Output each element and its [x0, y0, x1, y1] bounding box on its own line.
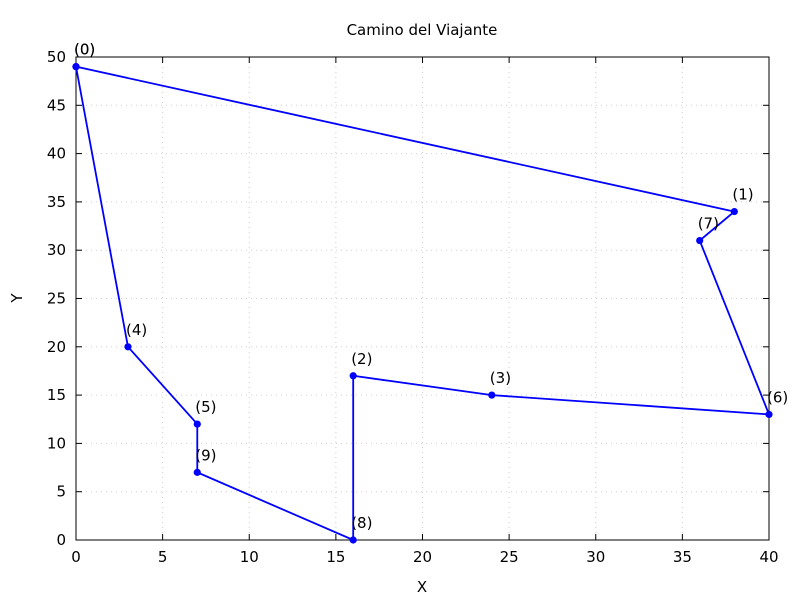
grid [76, 57, 769, 540]
point-label: (4) [126, 321, 147, 339]
x-tick-label: 0 [71, 548, 81, 566]
point-label: (7) [698, 215, 719, 233]
route-point [349, 372, 357, 380]
x-tick-label: 25 [500, 548, 519, 566]
y-axis-title: Y [8, 293, 26, 304]
point-label: (0) [74, 41, 95, 59]
point-labels: (0)(4)(5)(9)(8)(2)(3)(6)(7)(1)(0) [74, 41, 788, 532]
point-label: (0) [74, 41, 95, 59]
y-tick-label: 20 [47, 338, 66, 356]
route-point [730, 207, 738, 216]
point-label: (1) [732, 186, 753, 204]
y-tick-label: 15 [47, 386, 66, 404]
route-point [193, 468, 201, 476]
y-tick-label: 5 [56, 483, 66, 501]
axis-ticks: 0 5 10 15 20 25 30 35 40 0 5 10 15 20 25 30 35 40 45 50 [47, 48, 779, 566]
x-tick-label: 10 [240, 548, 259, 566]
point-label: (9) [195, 446, 216, 464]
y-tick-label: 35 [47, 193, 66, 211]
y-tick-label: 25 [47, 290, 66, 308]
point-label: (2) [351, 350, 372, 368]
route-point [124, 343, 132, 351]
y-tick-label: 30 [47, 241, 66, 259]
chart-title: Camino del Viajante [347, 21, 498, 39]
route-point [349, 536, 357, 544]
y-tick-label: 40 [47, 145, 66, 163]
x-tick-label: 35 [673, 548, 692, 566]
route-point [765, 410, 773, 419]
x-tick-label: 40 [759, 548, 778, 566]
point-label: (3) [490, 369, 511, 387]
x-tick-label: 20 [413, 548, 432, 566]
y-tick-label: 0 [56, 531, 66, 549]
y-tick-label: 45 [47, 96, 66, 114]
y-tick-label: 10 [47, 434, 66, 452]
x-tick-label: 5 [158, 548, 168, 566]
route-point [193, 420, 201, 428]
point-label: (6) [767, 388, 788, 406]
route-point [488, 391, 496, 399]
route-point [72, 63, 80, 71]
x-tick-label: 30 [586, 548, 605, 566]
point-label: (8) [351, 514, 372, 532]
route-point [696, 236, 704, 245]
x-axis-title: X [417, 578, 427, 596]
point-label: (5) [195, 398, 216, 416]
y-tick-label: 50 [47, 48, 66, 66]
x-tick-label: 15 [326, 548, 345, 566]
route-series [72, 63, 773, 544]
